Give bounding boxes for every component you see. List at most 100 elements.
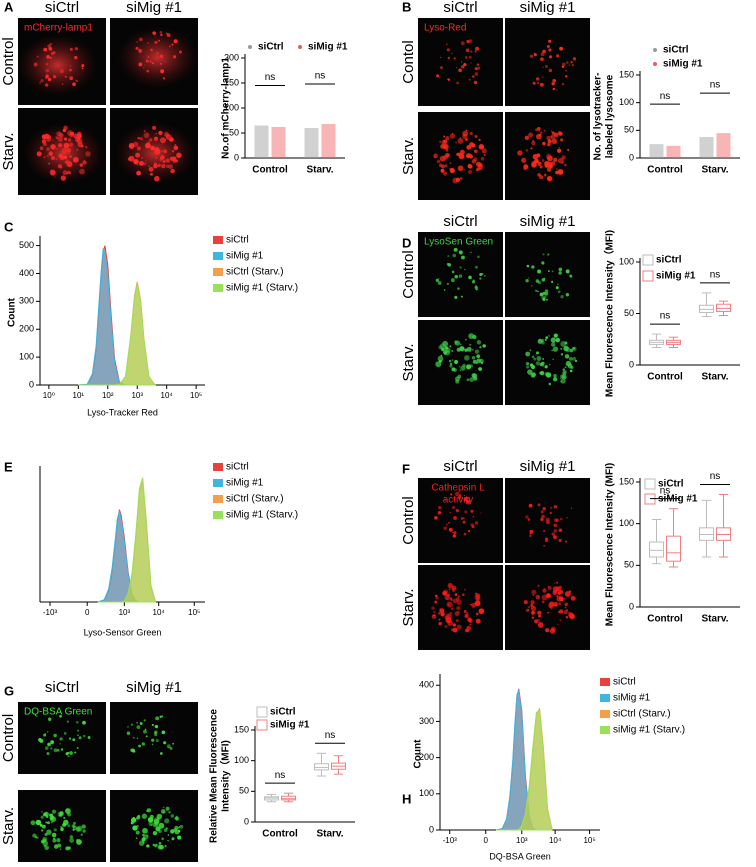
- puncta: [439, 76, 441, 78]
- puncta: [455, 619, 459, 622]
- legend-label: siCtrl (Starv.): [613, 709, 671, 720]
- puncta: [75, 827, 81, 832]
- puncta: [64, 160, 68, 164]
- puncta: [50, 169, 56, 176]
- puncta: [70, 131, 75, 136]
- puncta: [43, 733, 47, 737]
- puncta: [461, 255, 465, 260]
- puncta: [436, 74, 440, 78]
- puncta: [464, 628, 469, 633]
- puncta: [539, 175, 544, 180]
- puncta: [167, 834, 170, 836]
- puncta: [540, 131, 543, 134]
- puncta: [478, 367, 481, 370]
- legend-marker: [213, 252, 223, 260]
- x-axis-label: DQ-BSA Green: [489, 851, 551, 861]
- puncta: [130, 723, 134, 726]
- puncta: [136, 41, 139, 43]
- puncta: [536, 81, 540, 85]
- puncta: [80, 144, 84, 148]
- puncta: [74, 56, 78, 60]
- puncta: [547, 253, 550, 256]
- puncta: [81, 67, 84, 70]
- puncta: [525, 515, 529, 519]
- legend-marker: [213, 511, 223, 519]
- puncta: [168, 811, 171, 814]
- puncta: [43, 47, 48, 52]
- puncta: [542, 49, 546, 54]
- puncta: [70, 65, 72, 67]
- puncta: [550, 134, 556, 140]
- puncta: [159, 54, 164, 59]
- puncta: [68, 152, 70, 155]
- puncta: [449, 597, 453, 601]
- puncta: [455, 379, 460, 384]
- puncta: [162, 77, 165, 79]
- panel-letter: A: [4, 0, 14, 14]
- puncta: [531, 616, 535, 619]
- puncta: [41, 824, 46, 829]
- puncta: [478, 165, 484, 170]
- legend-label: siMig #1 (Starv.): [226, 283, 298, 294]
- legend-label: siMig #1: [663, 59, 703, 70]
- puncta: [155, 716, 160, 721]
- puncta: [68, 142, 74, 148]
- puncta: [530, 147, 533, 150]
- puncta: [457, 165, 464, 172]
- significance-label: ns: [265, 72, 276, 83]
- puncta: [138, 744, 141, 748]
- puncta: [45, 63, 49, 66]
- puncta: [56, 148, 58, 150]
- puncta: [460, 295, 463, 298]
- puncta: [40, 839, 45, 844]
- bar: [304, 128, 319, 158]
- puncta: [442, 350, 448, 355]
- legend-label: siMig #1: [226, 478, 264, 489]
- puncta: [472, 359, 477, 364]
- puncta: [454, 295, 458, 299]
- puncta: [64, 823, 67, 826]
- puncta: [537, 610, 542, 615]
- puncta: [165, 137, 168, 139]
- puncta: [63, 142, 70, 149]
- x-tick-label: Starv.: [701, 372, 728, 383]
- puncta: [457, 611, 460, 613]
- row-label: Starv.: [400, 137, 417, 175]
- puncta: [440, 168, 445, 173]
- column-header: siCtrl: [443, 213, 477, 230]
- puncta: [47, 77, 52, 82]
- puncta: [459, 266, 462, 269]
- puncta: [59, 743, 61, 745]
- puncta: [160, 150, 163, 153]
- puncta: [544, 64, 548, 68]
- puncta: [154, 40, 158, 45]
- puncta: [172, 160, 176, 164]
- puncta: [560, 380, 562, 383]
- puncta: [59, 155, 65, 161]
- puncta: [453, 368, 457, 372]
- puncta: [438, 621, 442, 626]
- puncta: [160, 155, 165, 160]
- puncta: [467, 496, 470, 500]
- puncta: [50, 821, 53, 824]
- y-tick-label: 0: [629, 359, 634, 369]
- puncta: [565, 269, 570, 274]
- bar: [271, 127, 286, 158]
- puncta: [48, 46, 53, 51]
- puncta: [154, 175, 160, 182]
- puncta: [569, 274, 573, 278]
- puncta: [444, 624, 448, 629]
- puncta: [465, 338, 467, 341]
- puncta: [168, 139, 171, 142]
- puncta: [533, 53, 537, 57]
- puncta: [570, 366, 574, 370]
- puncta: [542, 66, 544, 68]
- puncta: [561, 83, 565, 86]
- puncta: [570, 60, 573, 64]
- panel-letter: D: [402, 235, 411, 250]
- significance-label: ns: [315, 71, 326, 82]
- puncta: [536, 351, 539, 355]
- puncta: [153, 162, 157, 166]
- puncta: [433, 610, 436, 614]
- y-tick-label: 200: [224, 52, 239, 62]
